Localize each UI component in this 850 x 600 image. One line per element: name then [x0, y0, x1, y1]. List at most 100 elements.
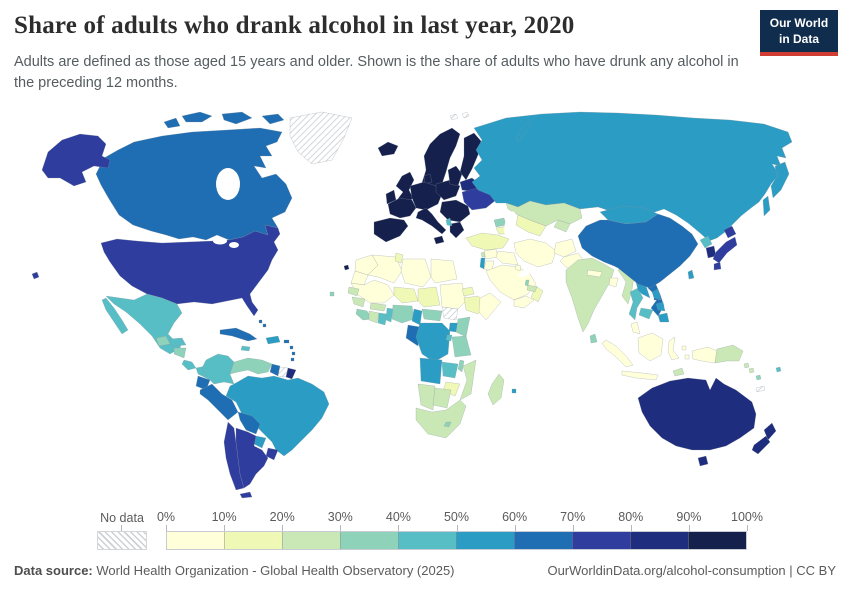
country-malawi[interactable]	[457, 359, 465, 373]
country-drc[interactable]	[415, 322, 451, 363]
country-uae[interactable]	[526, 284, 538, 293]
country-finland[interactable]	[459, 132, 482, 181]
country-fiji[interactable]	[775, 366, 782, 373]
country-india[interactable]	[565, 257, 615, 333]
legend-swatch-50-60%[interactable]	[456, 532, 514, 549]
country-new-caledonia[interactable]	[755, 385, 766, 393]
country-honduras[interactable]	[169, 337, 187, 347]
country-botswana[interactable]	[432, 387, 452, 409]
country-lesotho[interactable]	[443, 421, 452, 428]
country-libya[interactable]	[400, 258, 432, 288]
country-north-korea[interactable]	[699, 235, 713, 249]
country-brazil[interactable]	[225, 375, 330, 457]
country-new-zealand[interactable]	[751, 422, 777, 455]
country-united-kingdom[interactable]	[395, 171, 415, 207]
legend-swatch-20-30%[interactable]	[282, 532, 340, 549]
country-hispaniola[interactable]	[265, 335, 281, 345]
country-jamaica[interactable]	[240, 345, 251, 352]
country-qatar[interactable]	[524, 279, 530, 287]
country-timor-leste[interactable]	[672, 367, 685, 377]
country-togo-benin[interactable]	[385, 307, 394, 323]
country-lesser-antilles[interactable]	[289, 345, 296, 362]
country-vanuatu[interactable]	[755, 374, 762, 381]
country-australia[interactable]	[637, 377, 757, 467]
country-denmark[interactable]	[423, 173, 433, 185]
country-canada[interactable]	[95, 111, 293, 241]
country-iberia[interactable]	[343, 217, 409, 271]
country-eritrea[interactable]	[461, 286, 475, 297]
country-indonesia[interactable]	[601, 332, 718, 381]
country-oman[interactable]	[530, 285, 544, 303]
country-albania[interactable]	[445, 217, 453, 227]
country-bolivia[interactable]	[237, 411, 261, 435]
country-senegal[interactable]	[347, 286, 360, 297]
country-svalbard[interactable]	[449, 111, 470, 121]
country-rwanda-burundi[interactable]	[445, 334, 453, 342]
country-cameroon[interactable]	[411, 308, 423, 326]
country-burkina-faso[interactable]	[369, 302, 387, 312]
footer-citation-link[interactable]: OurWorldinData.org/alcohol-consumption |…	[547, 563, 836, 578]
country-central-african-republic[interactable]	[421, 308, 443, 322]
country-argentina[interactable]	[235, 427, 269, 499]
legend-swatch-0-10%[interactable]	[167, 532, 224, 549]
legend-swatch-60-70%[interactable]	[514, 532, 572, 549]
country-south-sudan[interactable]	[441, 306, 459, 321]
country-syria[interactable]	[483, 248, 499, 260]
country-mexico[interactable]	[101, 293, 183, 355]
country-costa-rica[interactable]	[181, 359, 197, 371]
country-french-guiana[interactable]	[285, 367, 297, 380]
country-cambodia[interactable]	[638, 307, 654, 320]
country-venezuela[interactable]	[229, 357, 273, 375]
country-nepal[interactable]	[586, 269, 603, 278]
country-mauritius[interactable]	[511, 388, 517, 394]
country-russia[interactable]	[471, 111, 793, 242]
country-puerto-rico[interactable]	[283, 339, 290, 344]
country-zambia[interactable]	[441, 361, 459, 379]
legend-swatch-80-90%[interactable]	[630, 532, 688, 549]
country-guatemala[interactable]	[155, 335, 171, 347]
country-taiwan[interactable]	[687, 269, 695, 280]
country-tanzania[interactable]	[451, 335, 472, 358]
legend-swatch-10-20%[interactable]	[224, 532, 282, 549]
country-iceland[interactable]	[377, 141, 399, 157]
country-angola[interactable]	[419, 357, 443, 385]
country-france[interactable]	[387, 197, 417, 219]
country-sri-lanka[interactable]	[589, 333, 598, 344]
legend-swatch-40-50%[interactable]	[398, 532, 456, 549]
country-greece[interactable]	[449, 221, 465, 239]
country-cape-verde[interactable]	[329, 291, 335, 297]
country-gabon-congo[interactable]	[405, 324, 421, 347]
country-kenya[interactable]	[455, 316, 471, 338]
country-namibia[interactable]	[417, 383, 436, 411]
country-central-europe[interactable]	[409, 181, 443, 211]
country-afghanistan[interactable]	[553, 238, 577, 258]
country-iran[interactable]	[513, 238, 557, 268]
country-somalia[interactable]	[478, 292, 502, 321]
country-kuwait[interactable]	[514, 264, 522, 272]
country-solomon-islands[interactable]	[743, 362, 755, 374]
country-italy[interactable]	[415, 207, 447, 245]
country-tunisia[interactable]	[394, 252, 404, 264]
country-balkans[interactable]	[439, 199, 471, 223]
country-guinea[interactable]	[351, 296, 366, 308]
country-kyrgyzstan-tajikistan[interactable]	[553, 219, 571, 233]
country-malaysia[interactable]	[630, 321, 641, 335]
country-ghana[interactable]	[377, 312, 388, 326]
country-philippines[interactable]	[651, 288, 670, 323]
country-niger[interactable]	[393, 286, 419, 304]
country-sierra-leone-liberia[interactable]	[355, 308, 373, 321]
country-turkey[interactable]	[465, 232, 510, 251]
country-egypt[interactable]	[430, 258, 458, 284]
country-south-africa[interactable]	[415, 399, 467, 439]
country-nigeria[interactable]	[391, 304, 415, 324]
country-cuba[interactable]	[219, 327, 258, 342]
country-georgia[interactable]	[493, 217, 507, 228]
country-chad[interactable]	[417, 286, 441, 308]
country-yemen[interactable]	[513, 295, 535, 309]
country-nicaragua[interactable]	[173, 347, 187, 359]
country-japan[interactable]	[712, 225, 738, 271]
country-uzbekistan-turkmenistan[interactable]	[515, 214, 547, 237]
country-bangladesh[interactable]	[608, 277, 619, 288]
country-peru[interactable]	[199, 383, 239, 421]
country-iraq[interactable]	[495, 250, 519, 266]
